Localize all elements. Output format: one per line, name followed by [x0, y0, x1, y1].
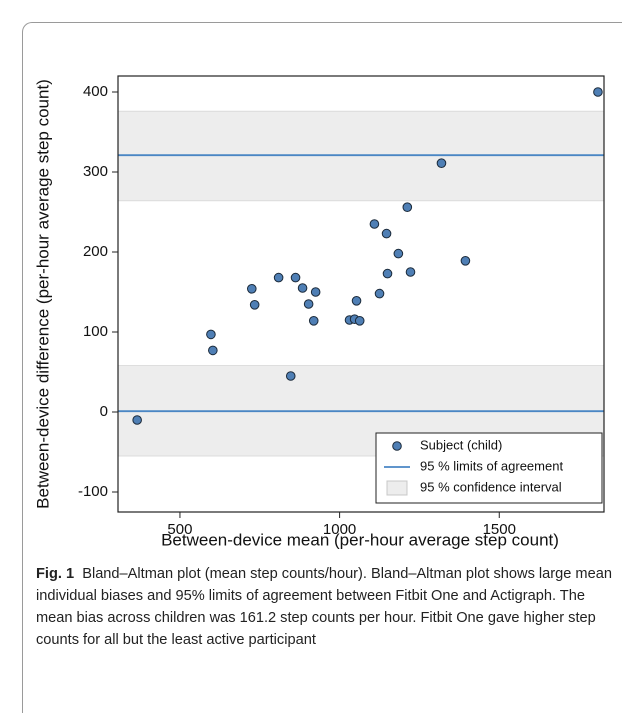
data-point — [208, 345, 218, 356]
data-point — [308, 316, 319, 326]
data-point — [290, 272, 301, 283]
legend-swatch — [386, 480, 408, 496]
data-point — [206, 329, 216, 340]
data-point — [310, 287, 321, 297]
data-point — [381, 228, 392, 239]
chart: Between-device mean (per-hour average st… — [33, 75, 605, 549]
figure-frame — [22, 22, 622, 713]
x-tick-label: 500 — [167, 521, 192, 538]
data-point — [285, 371, 296, 381]
legend-marker — [392, 441, 402, 451]
plot-border — [117, 75, 605, 513]
data-point — [297, 283, 308, 293]
legend-label: 95 % confidence interval — [420, 479, 562, 494]
caption-text: Bland–Altman plot (mean step counts/hour… — [36, 566, 612, 648]
data-point — [132, 415, 142, 425]
data-point — [246, 284, 257, 294]
y-tick-label: 200 — [83, 243, 108, 260]
data-point — [393, 248, 404, 259]
y-tick-label: 400 — [83, 83, 108, 100]
legend-label: 95 % limits of agreement — [420, 458, 563, 473]
y-tick-label: 300 — [83, 163, 108, 180]
data-point — [436, 158, 447, 168]
x-axis-label: Between-device mean (per-hour average st… — [161, 530, 559, 549]
y-axis-label: Between-device difference (per-hour aver… — [33, 79, 52, 509]
data-point — [354, 316, 365, 326]
y-tick-label: 0 — [100, 403, 108, 420]
caption-label: Fig. 1 — [36, 566, 75, 582]
data-point — [382, 268, 393, 279]
data-point — [303, 299, 314, 309]
data-point — [405, 267, 416, 277]
data-point — [374, 288, 385, 299]
data-point — [402, 202, 413, 212]
data-point — [249, 300, 260, 310]
caption: Fig. 1 Bland–Altman plot (mean step coun… — [36, 563, 614, 651]
data-point — [351, 296, 362, 306]
data-point — [460, 256, 471, 266]
y-tick-label: -100 — [78, 483, 108, 500]
y-tick-label: 100 — [83, 323, 108, 340]
legend-label: Subject (child) — [420, 437, 502, 452]
x-tick-label: 1000 — [323, 521, 356, 538]
data-point — [593, 87, 603, 97]
data-point — [273, 272, 284, 283]
x-tick-label: 1500 — [483, 521, 516, 538]
legend-box — [375, 432, 603, 504]
data-point — [369, 219, 380, 229]
